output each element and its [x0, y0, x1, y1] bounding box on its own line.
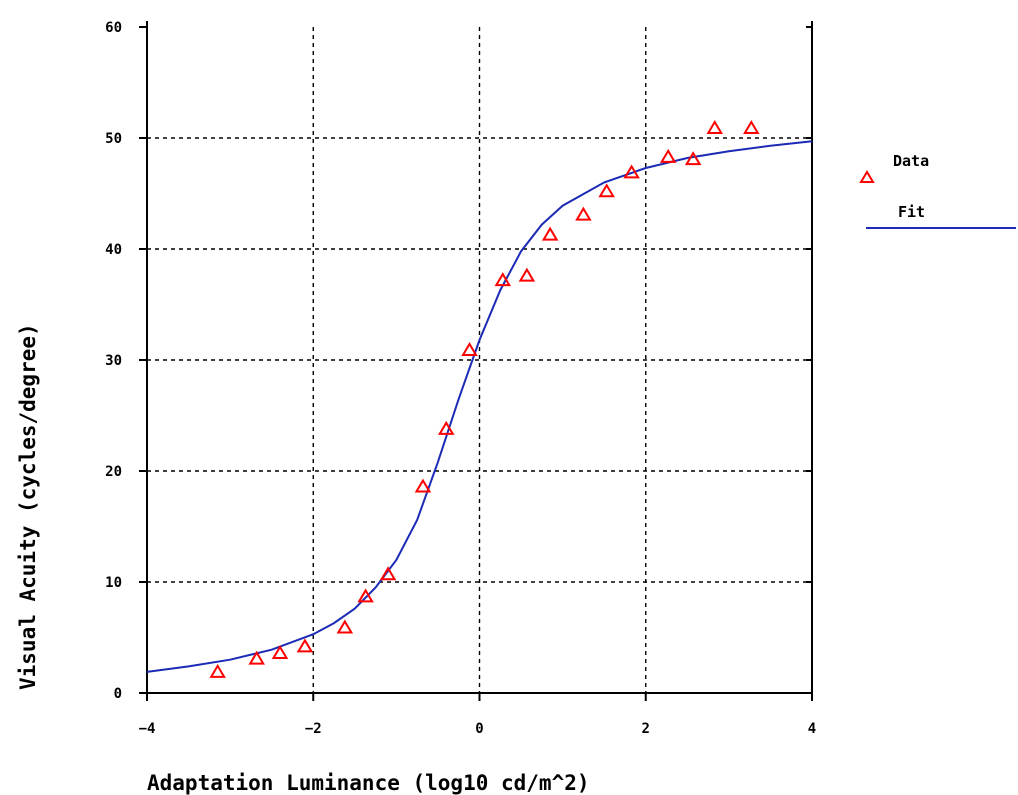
data-point — [743, 120, 760, 135]
y-tick-label: 50 — [105, 131, 122, 147]
fit-series — [146, 140, 813, 673]
data-point — [461, 342, 478, 357]
x-tick-label: 0 — [475, 721, 483, 737]
data-point — [518, 267, 536, 282]
data-point — [271, 645, 289, 660]
x-tick-label: −4 — [139, 721, 156, 737]
y-tick-label: 0 — [114, 686, 122, 702]
x-tick-label: 2 — [642, 721, 650, 737]
y-tick-label: 20 — [105, 464, 122, 480]
data-point — [706, 120, 723, 135]
data-series — [209, 120, 760, 678]
data-point — [437, 420, 455, 435]
data-point — [623, 164, 640, 179]
x-tick-label: −2 — [305, 721, 322, 737]
data-point — [357, 588, 374, 603]
fit-curve — [146, 140, 813, 673]
y-tick-label: 30 — [105, 353, 122, 369]
y-tick-label: 10 — [105, 575, 122, 591]
grid — [147, 27, 812, 693]
data-point — [248, 650, 265, 665]
data-point — [336, 619, 354, 634]
data-point — [296, 638, 314, 653]
y-axis-title: Visual Acuity (cycles/degree) — [16, 323, 40, 690]
legend-fit-label: Fit — [898, 203, 925, 221]
data-point — [414, 478, 432, 493]
data-point — [684, 151, 702, 166]
legend-data-marker — [859, 170, 875, 183]
axis-ticks: 0 10 20 30 40 50 60 −4 −2 0 2 4 — [105, 20, 816, 737]
data-point — [541, 226, 559, 241]
data-point — [494, 272, 512, 287]
y-tick-label: 60 — [105, 20, 122, 36]
x-axis-title: Adaptation Luminance (log10 cd/m^2) — [147, 771, 590, 795]
legend-data-label: Data — [893, 152, 929, 170]
legend: Data Fit — [859, 152, 1016, 229]
y-tick-label: 40 — [105, 242, 122, 258]
data-point — [575, 206, 592, 221]
data-point — [209, 663, 226, 678]
data-point — [379, 566, 397, 581]
data-point — [659, 148, 677, 163]
x-tick-label: 4 — [808, 721, 816, 737]
data-point — [598, 183, 615, 198]
